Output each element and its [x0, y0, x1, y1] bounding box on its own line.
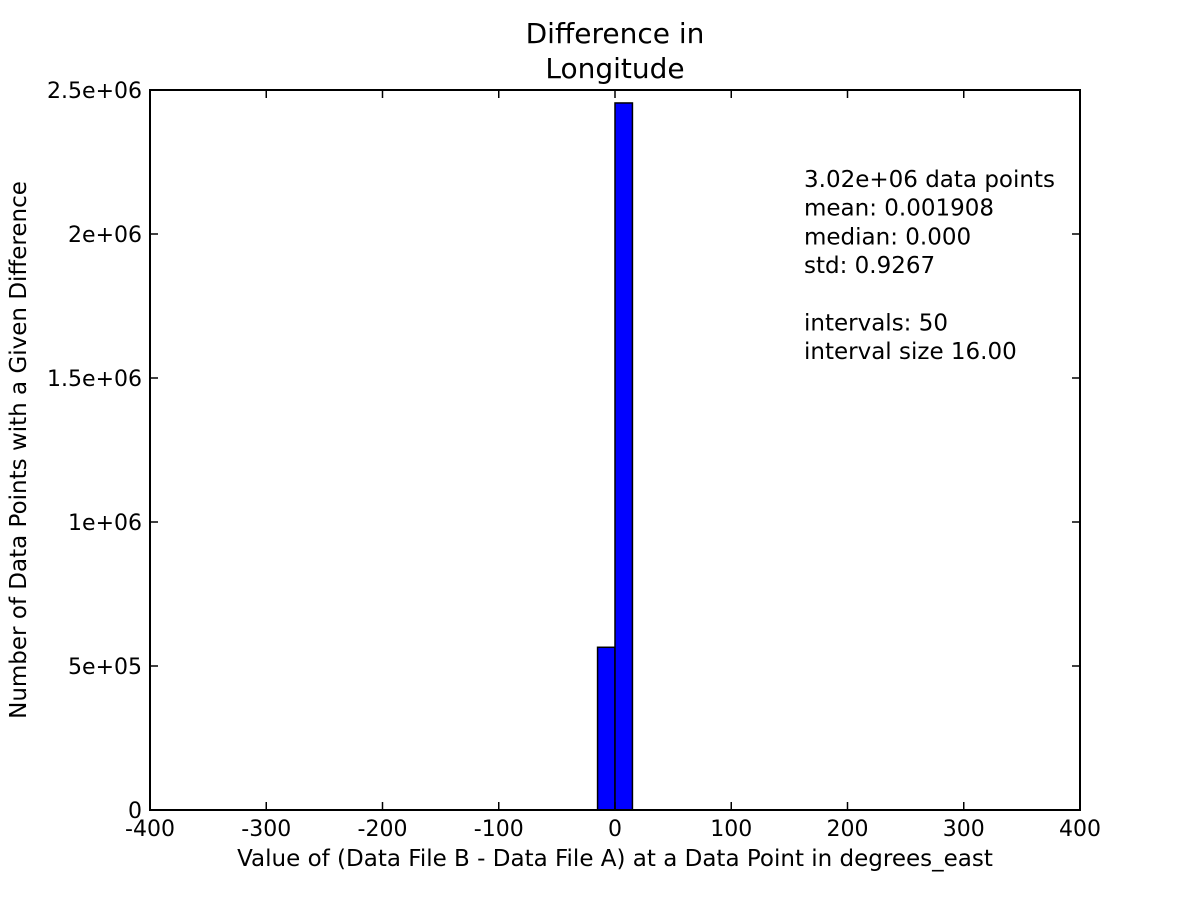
x-tick-label: 400 — [1059, 817, 1101, 842]
x-tick-label: 300 — [943, 817, 985, 842]
x-tick-label: 0 — [608, 817, 622, 842]
x-tick-labels: -400 -300 -200 -100 0 100 200 300 400 — [125, 817, 1101, 842]
stats-line: mean: 0.001908 — [804, 196, 994, 222]
x-tick-label: 200 — [827, 817, 869, 842]
stats-line: 3.02e+06 data points — [804, 167, 1055, 193]
y-tick-labels: 0 5e+05 1e+06 1.5e+06 2e+06 2.5e+06 — [47, 79, 142, 824]
stats-line: intervals: 50 — [804, 311, 948, 337]
y-axis-label: Number of Data Points with a Given Diffe… — [6, 181, 32, 719]
statistics-annotation: 3.02e+06 data points mean: 0.001908median… — [804, 167, 1055, 365]
plot-frame — [149, 89, 1081, 811]
x-axis-label: Value of (Data File B - Data File A) at … — [237, 846, 993, 872]
y-tick-label: 2e+06 — [68, 223, 142, 248]
y-tick-label: 0 — [128, 799, 142, 824]
chart-title-line-1: Difference in — [526, 17, 705, 50]
x-tick-label: 100 — [710, 817, 752, 842]
stats-line: median: 0.000 — [804, 224, 971, 250]
chart-title: Difference in Longitude — [526, 17, 705, 85]
chart-title-line-2: Longitude — [545, 52, 684, 85]
y-tick-label: 5e+05 — [68, 655, 142, 680]
x-tick-label: -400 — [125, 817, 175, 842]
y-tick-label: 1e+06 — [68, 511, 142, 536]
histogram-bar-0 — [596, 646, 616, 811]
histogram-bar-1 — [614, 102, 634, 811]
x-tick-label: -100 — [474, 817, 524, 842]
y-tick-label: 2.5e+06 — [47, 79, 142, 104]
stats-line: std: 0.9267 — [804, 253, 935, 279]
y-tick-label: 1.5e+06 — [47, 367, 142, 392]
x-tick-label: -300 — [241, 817, 291, 842]
stats-line: interval size 16.00 — [804, 339, 1017, 365]
histogram-bars — [596, 102, 634, 811]
x-tick-label: -200 — [358, 817, 408, 842]
